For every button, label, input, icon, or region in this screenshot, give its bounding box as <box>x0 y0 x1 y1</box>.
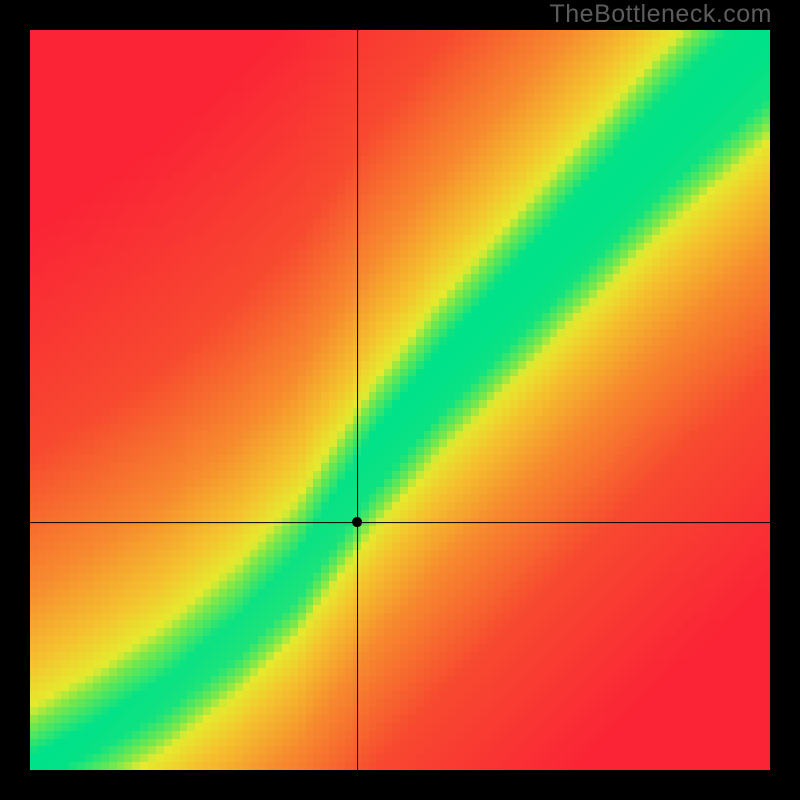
watermark-text: TheBottleneck.com <box>550 0 773 29</box>
bottleneck-heatmap-canvas <box>0 0 800 800</box>
chart-frame: TheBottleneck.com <box>0 0 800 800</box>
